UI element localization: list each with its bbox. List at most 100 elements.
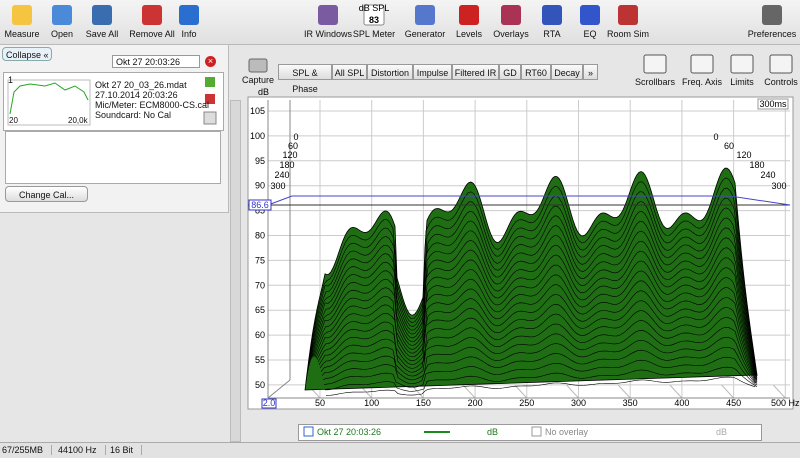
toolbar-icon[interactable]	[179, 5, 199, 25]
toolbar-label[interactable]: SPL Meter	[352, 29, 396, 39]
toolbar-label[interactable]: RTA	[543, 29, 561, 39]
tab[interactable]: Decay	[551, 64, 583, 80]
toolbar-icon[interactable]	[142, 5, 162, 25]
collapse-label: Collapse	[6, 50, 42, 60]
x-tick-label: 100	[364, 398, 379, 408]
toolbar-label[interactable]: Preferences	[747, 29, 797, 39]
y-tick-label: 75	[255, 255, 265, 265]
perspective-line	[514, 384, 528, 399]
toolbar-label[interactable]: Overlays	[493, 29, 529, 39]
toolbar-icon[interactable]	[92, 5, 112, 25]
slice-label: 0	[713, 132, 718, 142]
tab[interactable]: SPL & Phase	[278, 64, 332, 94]
slice-label: 60	[724, 141, 734, 151]
x-tick-label: 350	[623, 398, 638, 408]
waterfall-contour	[310, 227, 756, 369]
toolbar-label[interactable]: Measure	[4, 29, 40, 39]
waterfall-contour	[308, 207, 757, 372]
toolbar-icon[interactable]	[12, 5, 32, 25]
thumb-label: 20	[9, 116, 18, 125]
toolbar-label[interactable]: Info	[181, 29, 197, 39]
toolbar-icon[interactable]	[52, 5, 72, 25]
x-tick-label: 200	[468, 398, 483, 408]
control-icon[interactable]	[730, 54, 754, 74]
toolbar	[0, 0, 800, 45]
y-tick-label: 55	[255, 355, 265, 365]
legend-overlay-unit: dB	[716, 427, 728, 437]
waterfall-contour	[319, 317, 756, 380]
timestamp-field[interactable]: Okt 27 20:03:26	[112, 55, 200, 68]
scroll-strip	[230, 100, 241, 442]
thumbnail	[7, 79, 91, 126]
legend-overlay: No overlay	[545, 427, 589, 437]
toolbar-label[interactable]: Generator	[404, 29, 446, 39]
measurement-soundcard: Soundcard: No Cal	[95, 110, 172, 120]
tab[interactable]: RT60	[521, 64, 551, 80]
tab[interactable]: Distortion	[367, 64, 413, 80]
toolbar-label[interactable]: Levels	[455, 29, 483, 39]
tab[interactable]: All SPL	[332, 64, 367, 80]
x-tick-label: 400	[674, 398, 689, 408]
capture-icon[interactable]	[248, 58, 268, 73]
control-label[interactable]: Freq. Axis	[681, 77, 723, 87]
status-item: 67/255MB	[2, 445, 53, 455]
control-icon[interactable]	[643, 54, 667, 74]
slice-label: 240	[274, 170, 289, 180]
x-tick-label: 250	[519, 398, 534, 408]
perspective-line	[721, 384, 734, 399]
waterfall-contour	[309, 217, 758, 378]
y-unit: dB	[258, 87, 269, 97]
waterfall-contour	[315, 277, 758, 382]
toolbar-icon[interactable]	[580, 5, 600, 25]
status-bar	[0, 442, 800, 458]
control-label[interactable]: Scrollbars	[634, 77, 676, 87]
control-label[interactable]: Limits	[730, 77, 754, 87]
toolbar-icon[interactable]	[618, 5, 638, 25]
toolbar-label[interactable]: EQ	[583, 29, 597, 39]
perspective-line	[617, 384, 631, 399]
tab[interactable]: GD	[499, 64, 521, 80]
toolbar-icon[interactable]	[501, 5, 521, 25]
icon[interactable]	[203, 111, 217, 125]
toolbar-label[interactable]: IR Windows	[303, 29, 353, 39]
measurement-index: 1	[8, 75, 14, 85]
toolbar-label[interactable]: Room Sim	[606, 29, 650, 39]
checkbox[interactable]	[303, 426, 314, 437]
y-tick-label: 80	[255, 231, 265, 241]
change-cal-button[interactable]: Change Cal...	[5, 186, 88, 202]
slice-label: 300	[771, 181, 786, 191]
x-start-box	[261, 398, 277, 409]
control-icon[interactable]	[769, 54, 793, 74]
waterfall-contour	[325, 376, 756, 396]
toolbar-icon[interactable]	[762, 5, 782, 25]
tab[interactable]: Impulse	[413, 64, 452, 80]
toolbar-label[interactable]: Open	[50, 29, 74, 39]
toolbar-icon[interactable]	[318, 5, 338, 25]
capture-label[interactable]: Capture	[241, 75, 275, 85]
slice-label: 180	[749, 160, 764, 170]
close-icon[interactable]: ×	[205, 56, 216, 67]
waterfall-contour	[317, 297, 757, 380]
waterfall-contour	[322, 347, 756, 385]
waterfall-contour	[312, 247, 758, 380]
time-label: 300ms	[759, 99, 787, 109]
collapse-button[interactable]: Collapse «	[2, 47, 52, 61]
y-tick-label: 85	[255, 206, 265, 216]
measurement-name: Okt 27 20_03_26.mdat	[95, 80, 187, 90]
x-tick-label: 150	[416, 398, 431, 408]
control-label[interactable]: Controls	[764, 77, 798, 87]
back-plane	[267, 195, 791, 206]
control-icon[interactable]	[690, 54, 714, 74]
tab[interactable]: Filtered IR	[452, 64, 499, 80]
tab[interactable]: »	[583, 64, 598, 80]
toolbar-icon[interactable]	[415, 5, 435, 25]
time-box	[757, 98, 789, 110]
toolbar-label[interactable]: Remove All	[129, 29, 175, 39]
waterfall-surface	[304, 167, 758, 391]
toolbar-icon[interactable]	[542, 5, 562, 25]
waterfall-contour	[320, 326, 757, 383]
toolbar-label[interactable]: Save All	[85, 29, 119, 39]
toolbar-icon[interactable]	[459, 5, 479, 25]
checkbox[interactable]	[531, 426, 542, 437]
